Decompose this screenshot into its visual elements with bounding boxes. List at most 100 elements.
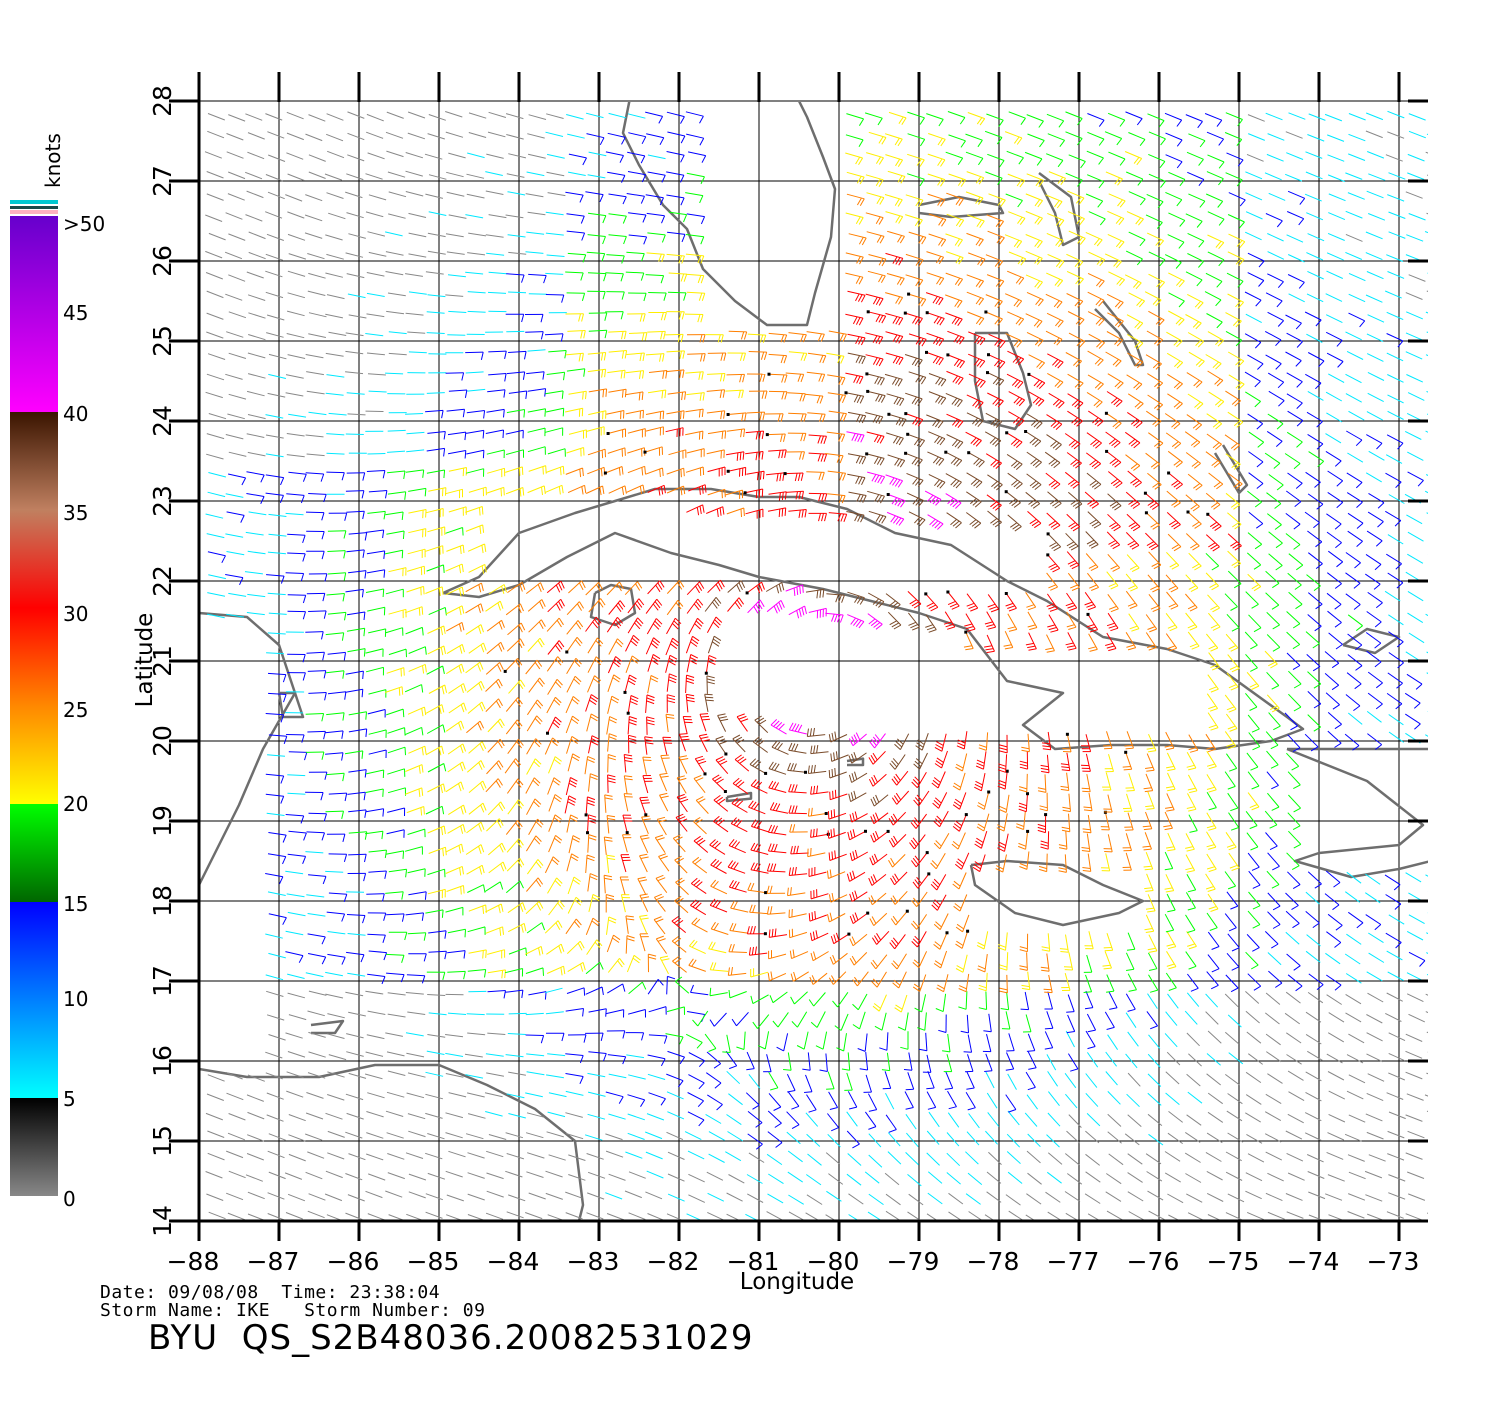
wind-barb bbox=[1108, 472, 1122, 488]
wind-barb bbox=[1225, 435, 1240, 451]
wind-barb bbox=[326, 472, 344, 480]
wind-barb bbox=[346, 1094, 363, 1099]
wind-barb bbox=[1328, 611, 1342, 627]
wind-barb bbox=[1228, 352, 1244, 367]
wind-barb bbox=[727, 1115, 742, 1125]
wind-barb bbox=[529, 466, 547, 475]
wind-barb bbox=[207, 534, 225, 538]
wind-barb bbox=[627, 448, 645, 457]
wind-barb bbox=[1027, 115, 1044, 128]
wind-barb bbox=[1227, 614, 1239, 631]
wind-barb bbox=[869, 132, 886, 144]
wind-barb bbox=[954, 895, 967, 912]
wind-barb bbox=[207, 313, 224, 319]
wind-barb bbox=[306, 134, 323, 141]
wind-barb bbox=[626, 371, 644, 379]
wind-barb bbox=[625, 392, 643, 401]
wind-barb bbox=[806, 1113, 818, 1127]
wind-barb bbox=[368, 1011, 386, 1014]
wind-barb bbox=[845, 391, 864, 403]
wind-barb bbox=[1405, 693, 1420, 708]
wind-barb bbox=[904, 412, 922, 426]
wind-barb bbox=[306, 1172, 323, 1179]
wind-barb bbox=[1266, 993, 1280, 1005]
wind-barb bbox=[707, 1052, 721, 1068]
wind-barb bbox=[426, 1194, 443, 1200]
wind-barb bbox=[1325, 953, 1340, 964]
wind-barb bbox=[656, 936, 666, 954]
wind-barb bbox=[1425, 491, 1441, 499]
wind-barb bbox=[367, 114, 384, 121]
wind-barb bbox=[368, 871, 386, 879]
wind-barb bbox=[791, 972, 809, 982]
wind-barb bbox=[926, 293, 943, 305]
wind-barb bbox=[567, 676, 581, 692]
wind-barb bbox=[1247, 833, 1258, 850]
wind-barb bbox=[487, 1173, 504, 1179]
wind-barb bbox=[709, 1132, 725, 1141]
wind-barb bbox=[386, 851, 404, 859]
wind-barb bbox=[1365, 1171, 1382, 1178]
wind-barb bbox=[1087, 1014, 1095, 1032]
wind-barb bbox=[947, 513, 962, 528]
wind-barb bbox=[667, 600, 683, 615]
wind-barb bbox=[808, 353, 826, 363]
wind-barb bbox=[1208, 212, 1224, 226]
lon-tick-label: −76 bbox=[1127, 1247, 1180, 1276]
wind-barb bbox=[926, 311, 945, 325]
wind-barb bbox=[1128, 471, 1142, 487]
wind-barb bbox=[928, 432, 945, 445]
wind-barb bbox=[409, 292, 427, 294]
wind-barb bbox=[545, 428, 562, 436]
wind-barb bbox=[942, 1034, 950, 1052]
wind-barb bbox=[1109, 1154, 1123, 1165]
wind-barb bbox=[1406, 333, 1423, 340]
wind-barb bbox=[228, 194, 245, 201]
wind-barb bbox=[787, 1074, 795, 1092]
wind-barb bbox=[208, 1153, 225, 1160]
wind-barb bbox=[944, 612, 955, 630]
wind-barb bbox=[1266, 113, 1283, 120]
wind-barb bbox=[727, 508, 745, 517]
wind-barb bbox=[248, 313, 265, 318]
wind-barb bbox=[1246, 1095, 1261, 1105]
wind-barb bbox=[1209, 473, 1223, 489]
wind-barb bbox=[348, 854, 366, 862]
wind-barb bbox=[265, 934, 283, 938]
wind-barb bbox=[626, 272, 644, 281]
wind-barb bbox=[1247, 934, 1259, 951]
wind-barb bbox=[1187, 874, 1196, 892]
wind-barb bbox=[646, 134, 664, 145]
wind-barb bbox=[1128, 1173, 1143, 1183]
wind-barb bbox=[887, 512, 904, 525]
wind-barb bbox=[1228, 412, 1243, 427]
wind-barb bbox=[1126, 953, 1134, 971]
wind-barb bbox=[648, 979, 663, 994]
wind-barb bbox=[469, 905, 487, 914]
wind-barb bbox=[1027, 1034, 1035, 1052]
wind-barb bbox=[447, 252, 465, 255]
wind-barb bbox=[1245, 292, 1261, 306]
wind-barb bbox=[788, 1172, 803, 1182]
wind-barb bbox=[349, 533, 367, 541]
wind-barb bbox=[1185, 1174, 1201, 1183]
wind-barb bbox=[366, 649, 384, 657]
wind-barb bbox=[928, 1172, 942, 1184]
wind-barb bbox=[767, 600, 784, 613]
wind-barb bbox=[1266, 293, 1282, 307]
wind-barb bbox=[226, 1193, 243, 1200]
wind-barb bbox=[486, 154, 503, 158]
wind-barb bbox=[668, 292, 686, 300]
wind-barb bbox=[828, 471, 846, 481]
wind-barb bbox=[790, 950, 808, 959]
wind-barb bbox=[1368, 512, 1383, 527]
wind-barb bbox=[745, 452, 763, 461]
wind-barb bbox=[347, 274, 365, 278]
wind-barb bbox=[347, 915, 365, 924]
wind-barb bbox=[326, 671, 344, 679]
wind-barb bbox=[446, 132, 463, 137]
wind-barb bbox=[507, 174, 525, 178]
wind-barb bbox=[546, 717, 561, 735]
yucatan-coast bbox=[39, 613, 583, 1237]
wind-barb bbox=[1148, 953, 1157, 971]
